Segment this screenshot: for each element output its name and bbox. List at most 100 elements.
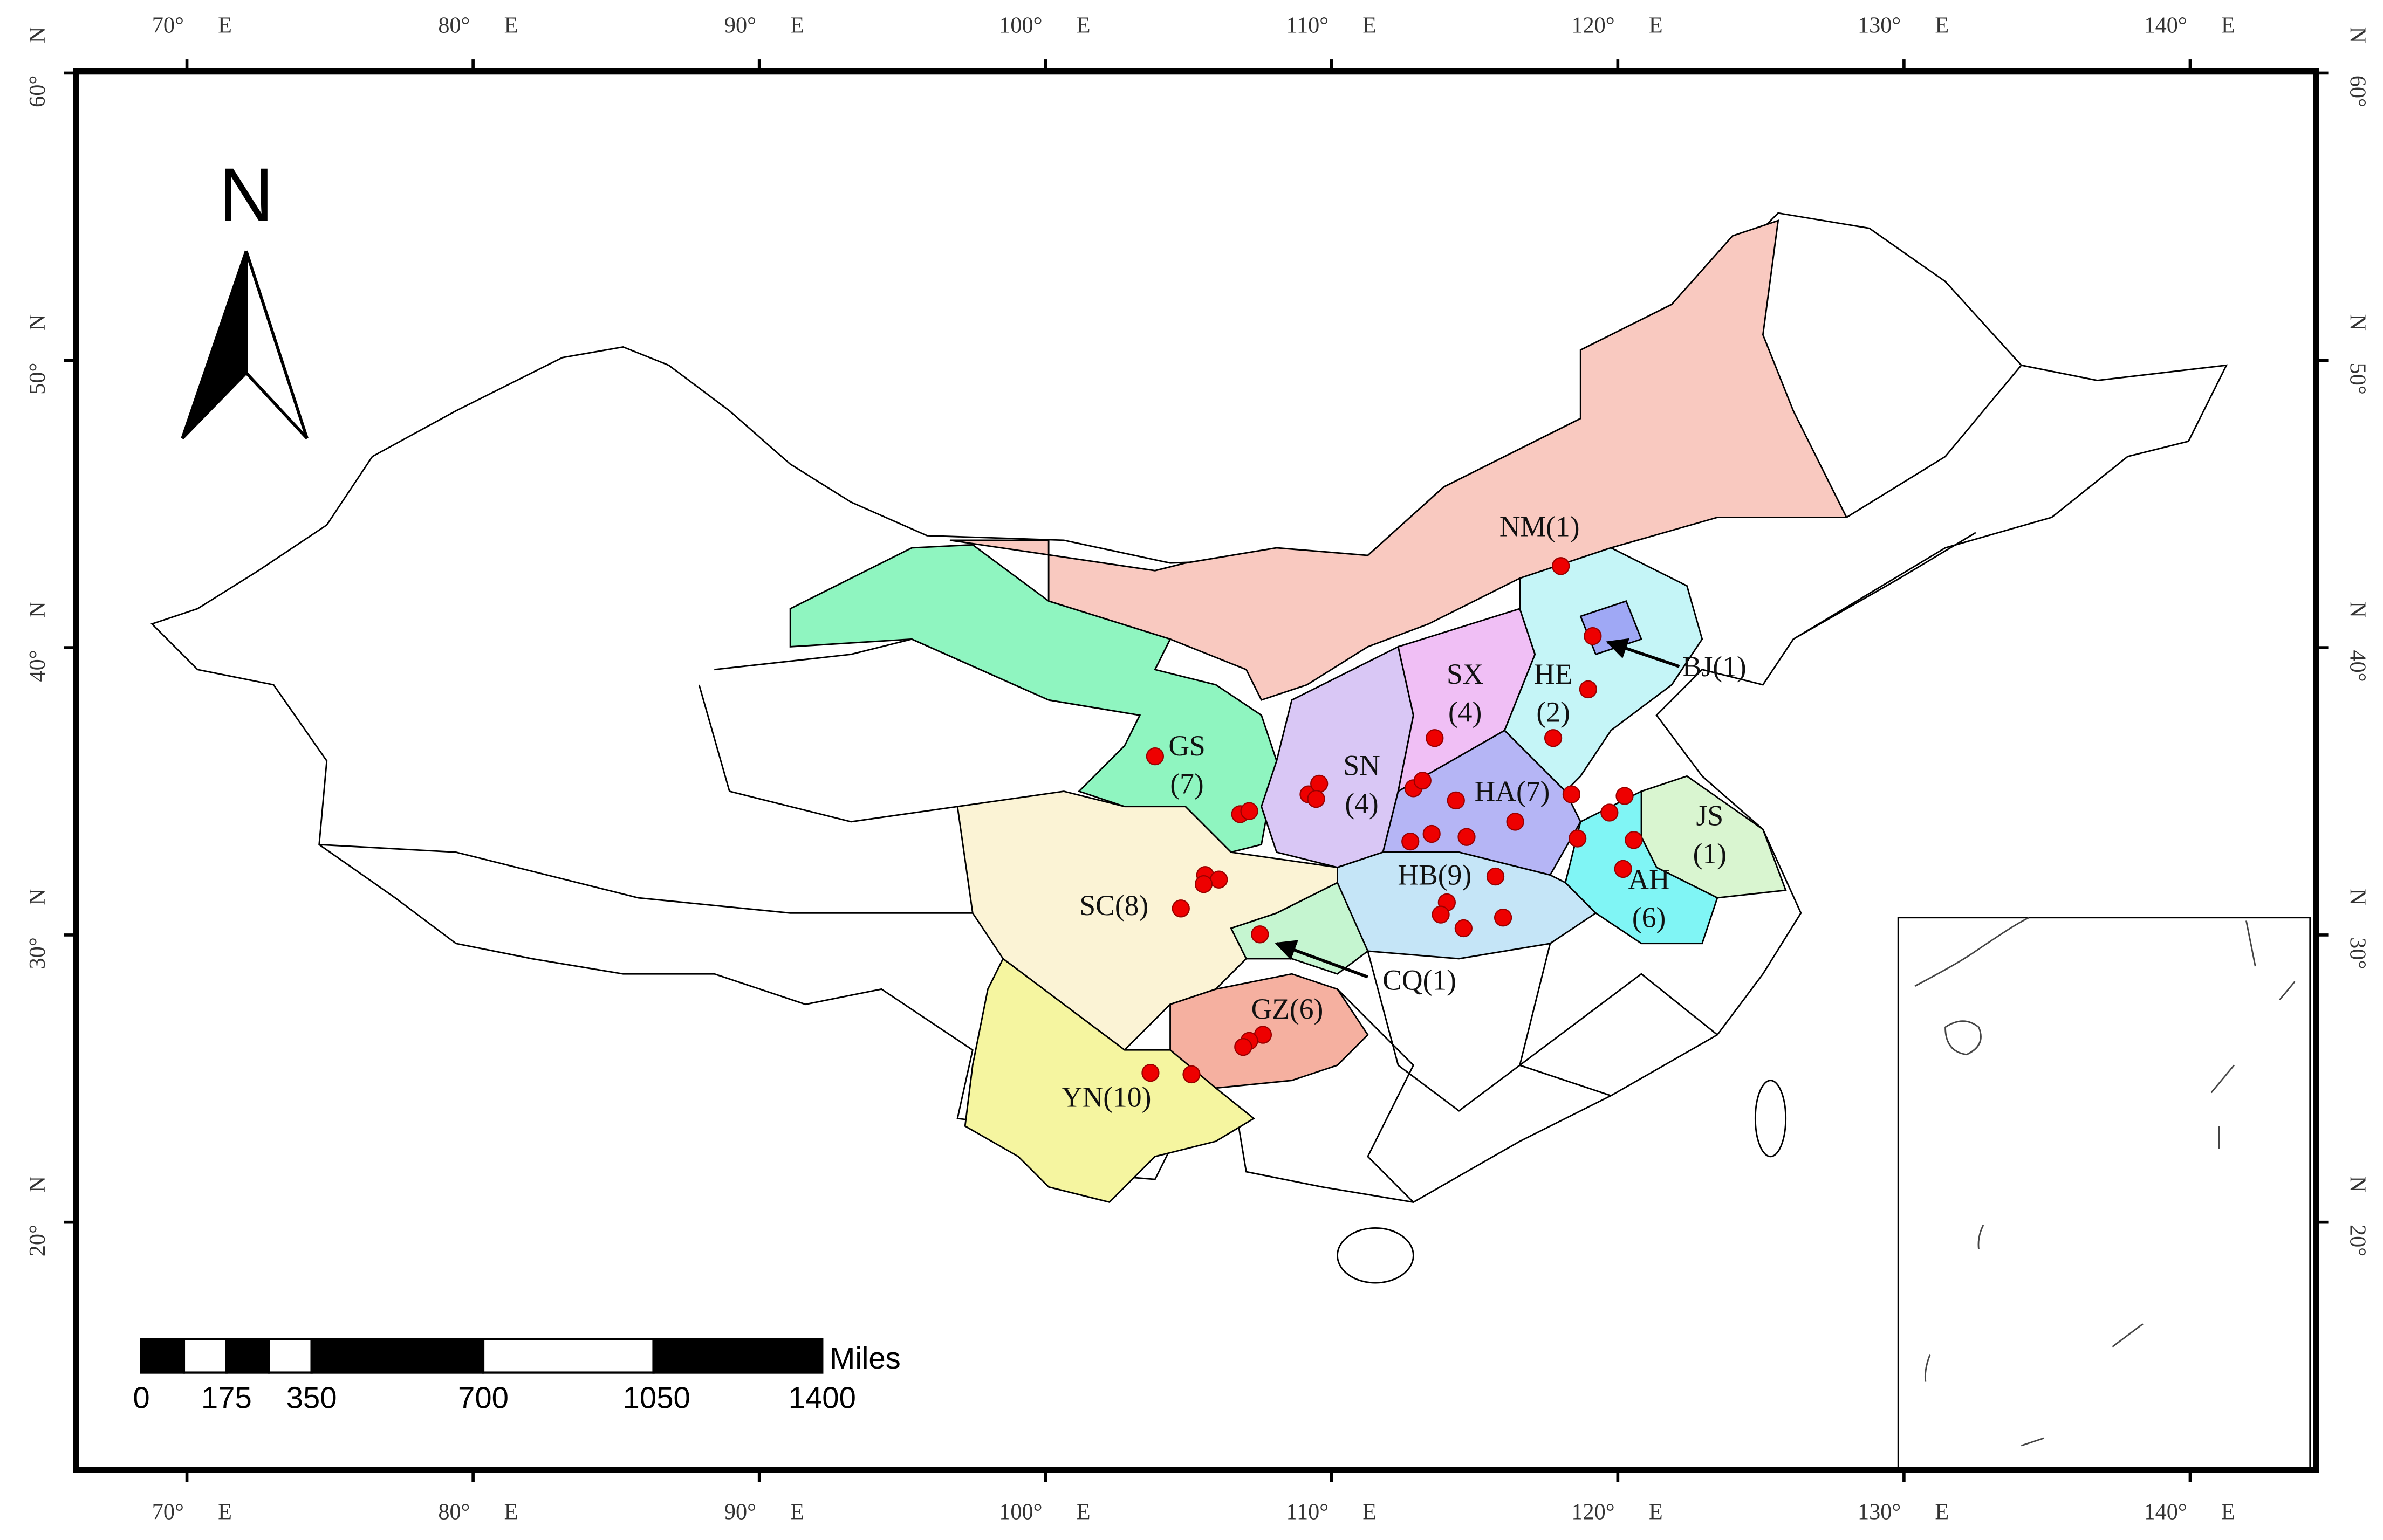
longitude-hemisphere: E	[1649, 12, 1663, 38]
longitude-hemisphere: E	[1935, 12, 1949, 38]
longitude-label: 110°	[1286, 1500, 1329, 1525]
longitude-hemisphere: E	[2221, 1500, 2235, 1525]
latitude-label: 60°	[25, 75, 50, 107]
scale-unit: Miles	[830, 1341, 900, 1375]
longitude-label: 70°	[152, 12, 184, 38]
scale-label: 175	[201, 1380, 252, 1414]
province-label: SN	[1343, 749, 1380, 781]
north-arrow	[244, 250, 309, 439]
latitude-label: 40°	[2345, 650, 2371, 682]
province-label: SX	[1447, 658, 1483, 690]
scale-label: 350	[286, 1380, 337, 1414]
scale-label: 0	[133, 1380, 149, 1414]
longitude-label: 140°	[2144, 1500, 2187, 1525]
latitude-hemisphere: N	[2345, 1176, 2371, 1193]
latitude-label: 60°	[2345, 75, 2371, 107]
scale-label: 1050	[623, 1380, 690, 1414]
scale-label: 700	[458, 1380, 509, 1414]
province-label: HB(9)	[1398, 859, 1471, 891]
longitude-hemisphere: E	[1935, 1500, 1949, 1525]
longitude-hemisphere: E	[1362, 12, 1377, 38]
inset-frame	[1897, 917, 2311, 1469]
longitude-hemisphere: E	[2221, 12, 2235, 38]
island	[1337, 1227, 1414, 1284]
latitude-hemisphere: N	[25, 601, 50, 618]
latitude-hemisphere: N	[25, 314, 50, 331]
longitude-label: 100°	[999, 1500, 1042, 1525]
leader-arrow	[1606, 638, 1680, 668]
longitude-hemisphere: E	[790, 12, 804, 38]
province-label: BJ(1)	[1682, 650, 1747, 683]
longitude-label: 140°	[2144, 12, 2187, 38]
province-border	[1337, 988, 1415, 1203]
longitude-label: 130°	[1858, 1500, 1901, 1525]
longitude-label: 70°	[152, 1500, 184, 1525]
longitude-hemisphere: E	[218, 1500, 232, 1525]
latitude-hemisphere: N	[2345, 889, 2371, 905]
sample-points	[1141, 557, 1643, 1084]
longitude-label: 130°	[1858, 12, 1901, 38]
latitude-hemisphere: N	[2345, 314, 2371, 331]
province-border	[1846, 365, 2022, 518]
province-label: NM(1)	[1499, 510, 1580, 542]
longitude-hemisphere: E	[504, 1500, 518, 1525]
longitude-hemisphere: E	[1077, 1500, 1091, 1525]
longitude-label: 90°	[724, 1500, 756, 1525]
province-label: (2)	[1536, 696, 1570, 728]
longitude-hemisphere: E	[1649, 1500, 1663, 1525]
island	[1754, 1080, 1787, 1158]
north-label: N	[219, 152, 274, 237]
scale-bar	[140, 1338, 824, 1374]
province-area	[789, 544, 1278, 853]
graticule-ticks	[64, 59, 2329, 1482]
province-border	[1793, 532, 1976, 640]
province-area	[964, 957, 1255, 1204]
longitude-hemisphere: E	[504, 12, 518, 38]
latitude-hemisphere: N	[25, 27, 50, 44]
longitude-label: 100°	[999, 12, 1042, 38]
latitude-label: 30°	[2345, 937, 2371, 969]
province-label: AH	[1628, 863, 1669, 896]
province-label: SC(8)	[1079, 889, 1148, 922]
latitude-label: 20°	[2345, 1225, 2371, 1256]
province-label: GS	[1168, 730, 1205, 762]
province-label: (4)	[1345, 787, 1378, 820]
province-border	[1518, 943, 1718, 1068]
province-label: YN(10)	[1062, 1081, 1151, 1113]
longitude-hemisphere: E	[1362, 1500, 1377, 1525]
province-label: GZ(6)	[1251, 993, 1324, 1025]
province-label: HA(7)	[1475, 775, 1550, 807]
longitude-label: 120°	[1571, 12, 1614, 38]
province-label: CQ(1)	[1382, 964, 1456, 996]
inset-coast	[1914, 917, 2296, 1447]
map-frame	[73, 68, 2319, 1473]
longitude-label: 90°	[724, 12, 756, 38]
latitude-hemisphere: N	[25, 1176, 50, 1193]
latitude-label: 40°	[25, 650, 50, 682]
province-label: (1)	[1693, 837, 1727, 870]
longitude-label: 110°	[1286, 12, 1329, 38]
latitude-label: 30°	[25, 937, 50, 969]
province-label: (6)	[1632, 902, 1666, 934]
latitude-label: 50°	[2345, 363, 2371, 395]
scale-label: 1400	[789, 1380, 856, 1414]
latitude-hemisphere: N	[25, 889, 50, 905]
province-label: JS	[1696, 800, 1724, 832]
province-label: (4)	[1448, 696, 1482, 728]
province-border	[1367, 951, 1612, 1112]
longitude-label: 80°	[438, 12, 470, 38]
longitude-hemisphere: E	[790, 1500, 804, 1525]
province-border	[698, 684, 958, 823]
latitude-label: 50°	[25, 363, 50, 395]
longitude-hemisphere: E	[1077, 12, 1091, 38]
province-label: (7)	[1170, 767, 1203, 800]
longitude-hemisphere: E	[218, 12, 232, 38]
leader-arrow	[1275, 940, 1368, 979]
province-border	[319, 843, 973, 914]
latitude-label: 20°	[25, 1225, 50, 1256]
longitude-label: 120°	[1571, 1500, 1614, 1525]
latitude-hemisphere: N	[2345, 27, 2371, 44]
province-area	[949, 219, 1848, 701]
longitude-label: 80°	[438, 1500, 470, 1525]
